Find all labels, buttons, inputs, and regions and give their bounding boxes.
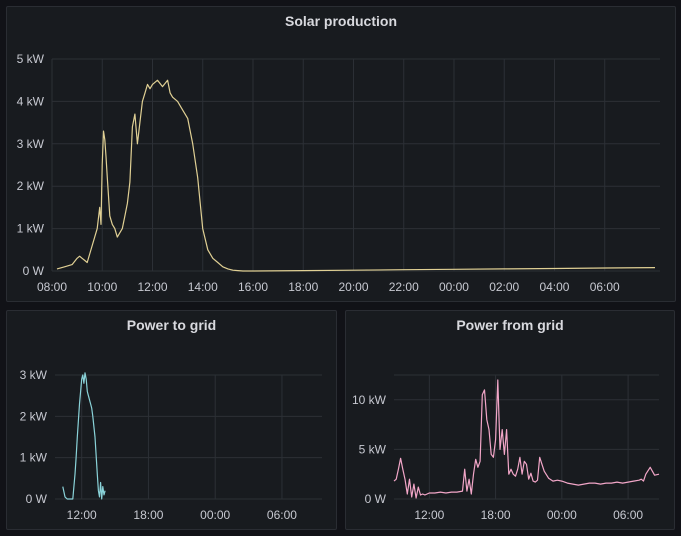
y-tick-label: 0 W (26, 492, 48, 506)
y-tick-label: 5 kW (17, 52, 45, 66)
y-tick-label: 4 kW (17, 94, 45, 108)
x-tick-label: 00:00 (439, 280, 469, 294)
y-tick-label: 1 kW (20, 451, 48, 465)
y-tick-label: 0 W (365, 492, 387, 506)
x-tick-label: 18:00 (133, 508, 163, 522)
x-tick-label: 12:00 (137, 280, 167, 294)
solar-production-panel[interactable]: Solar production 0 W 1 kW 2 kW 3 kW 4 kW 5 kW… (6, 6, 676, 302)
x-tick-label: 14:00 (188, 280, 218, 294)
x-tick-label: 06:00 (267, 508, 297, 522)
x-tick-label: 18:00 (288, 280, 318, 294)
power-from-grid-chart: 0 W 5 kW 10 kW 12:00 18:00 00:00 06:00 (352, 374, 660, 522)
y-tick-label: 1 kW (17, 222, 45, 236)
x-tick-label: 22:00 (389, 280, 419, 294)
y-tick-label: 0 W (23, 264, 45, 278)
x-tick-label: 08:00 (37, 280, 67, 294)
from-grid-series-line[interactable] (393, 379, 660, 499)
x-tick-label: 02:00 (489, 280, 519, 294)
panel-title[interactable]: Solar production (285, 13, 397, 29)
power-to-grid-chart: 0 W 1 kW 2 kW 3 kW 12:00 18:00 00:00 06:00 (20, 368, 322, 522)
y-tick-label: 2 kW (17, 179, 45, 193)
y-tick-label: 3 kW (17, 137, 45, 151)
x-tick-label: 12:00 (67, 508, 97, 522)
x-tick-label: 04:00 (539, 280, 569, 294)
solar-series-line[interactable] (56, 79, 656, 272)
x-tick-label: 06:00 (590, 280, 620, 294)
x-tick-label: 12:00 (414, 508, 444, 522)
x-tick-label: 20:00 (338, 280, 368, 294)
power-from-grid-panel[interactable]: Power from grid 0 W 5 kW 10 kW 12:00 18:00 00… (345, 310, 675, 530)
y-tick-label: 5 kW (359, 442, 387, 456)
solar-production-chart: 0 W 1 kW 2 kW 3 kW 4 kW 5 kW 08:00 10:00 12:00 14… (17, 52, 660, 294)
x-tick-label: 00:00 (200, 508, 230, 522)
x-tick-label: 06:00 (613, 508, 643, 522)
x-tick-label: 00:00 (547, 508, 577, 522)
y-tick-label: 2 kW (20, 409, 48, 423)
panel-title[interactable]: Power to grid (126, 317, 217, 333)
x-tick-label: 10:00 (87, 280, 117, 294)
y-tick-label: 3 kW (20, 368, 48, 382)
to-grid-series-line[interactable] (62, 372, 106, 500)
panel-title[interactable]: Power from grid (456, 317, 564, 333)
y-tick-label: 10 kW (352, 393, 387, 407)
x-tick-label: 16:00 (238, 280, 268, 294)
x-tick-label: 18:00 (481, 508, 511, 522)
